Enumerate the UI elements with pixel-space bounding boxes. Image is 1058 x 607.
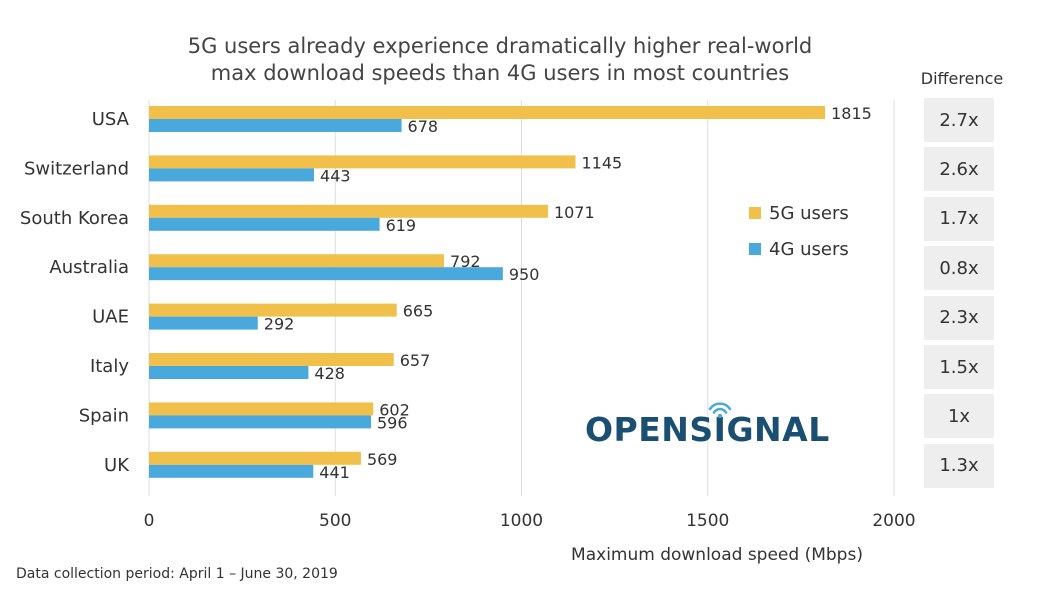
difference-cell: 2.3x: [924, 295, 994, 340]
chart-title: 5G users already experience dramatically…: [150, 33, 850, 87]
data-label-4g: 292: [264, 315, 295, 334]
bar-5g: [149, 353, 394, 366]
difference-cell: 2.7x: [924, 98, 994, 142]
difference-cell: 1.3x: [924, 443, 994, 488]
difference-cell: 1.7x: [924, 196, 994, 241]
data-label-5g: 1815: [831, 104, 872, 123]
x-axis-label: Maximum download speed (Mbps): [571, 545, 863, 565]
difference-cell: 0.8x: [924, 246, 994, 291]
category-label: UAE: [92, 307, 129, 328]
data-label-4g: 428: [314, 364, 345, 383]
bar-4g: [149, 366, 309, 379]
chart-title-line-1: 5G users already experience dramatically…: [187, 34, 813, 58]
category-label: Australia: [49, 257, 129, 278]
data-label-5g: 1145: [582, 153, 623, 172]
difference-header: Difference: [920, 69, 1004, 88]
x-tick-label: 500: [319, 511, 351, 531]
legend-swatch-5g: [749, 207, 761, 219]
difference-cell: 1x: [924, 394, 994, 439]
data-label-5g: 657: [400, 351, 431, 370]
data-label-4g: 441: [319, 463, 350, 482]
bar-4g: [149, 217, 380, 231]
bar-5g: [149, 106, 826, 119]
bar-5g: [149, 254, 445, 268]
difference-cell: 2.6x: [924, 147, 994, 192]
bar-5g: [149, 303, 397, 317]
opensignal-logo: OPENSIGNAL: [585, 402, 830, 449]
category-label: Spain: [79, 405, 129, 426]
bar-4g: [149, 119, 402, 132]
legend-swatch-4g: [749, 243, 761, 255]
bar-4g: [149, 267, 503, 281]
x-tick-label: 0: [144, 511, 155, 531]
data-label-4g: 678: [408, 117, 439, 136]
bar-5g: [149, 155, 576, 169]
legend-label-5g: 5G users: [769, 203, 849, 224]
x-tick-label: 1500: [686, 511, 729, 531]
data-label-4g: 619: [386, 216, 417, 235]
footnote: Data collection period: April 1 – June 3…: [16, 566, 338, 582]
bar-5g: [149, 402, 374, 416]
data-label-4g: 443: [320, 166, 351, 185]
category-label: UK: [104, 455, 130, 476]
category-label: USA: [92, 109, 130, 130]
category-label: Switzerland: [24, 158, 129, 179]
bar-5g: [149, 204, 548, 218]
legend-label-4g: 4G users: [769, 239, 849, 260]
data-label-4g: 950: [509, 265, 540, 284]
data-label-5g: 792: [450, 252, 481, 271]
data-label-5g: 569: [367, 450, 398, 469]
data-label-5g: 665: [403, 302, 434, 321]
category-label: South Korea: [20, 208, 129, 229]
category-label: Italy: [90, 356, 129, 377]
x-tick-label: 2000: [872, 511, 915, 531]
bar-5g: [149, 451, 361, 465]
data-label-5g: 1071: [554, 203, 595, 222]
difference-cell: 1.5x: [924, 345, 994, 389]
data-label-4g: 596: [377, 413, 408, 432]
data-label-5g: 602: [379, 400, 410, 419]
logo-text: OPENSIGNAL: [585, 410, 830, 449]
chart-title-line-2: max download speeds than 4G users in mos…: [210, 61, 790, 85]
bar-4g: [149, 464, 314, 478]
bar-4g: [149, 168, 315, 182]
x-tick-label: 1000: [500, 511, 543, 531]
bar-4g: [149, 415, 372, 429]
wifi-icon: [708, 402, 732, 419]
bar-4g: [149, 316, 258, 330]
